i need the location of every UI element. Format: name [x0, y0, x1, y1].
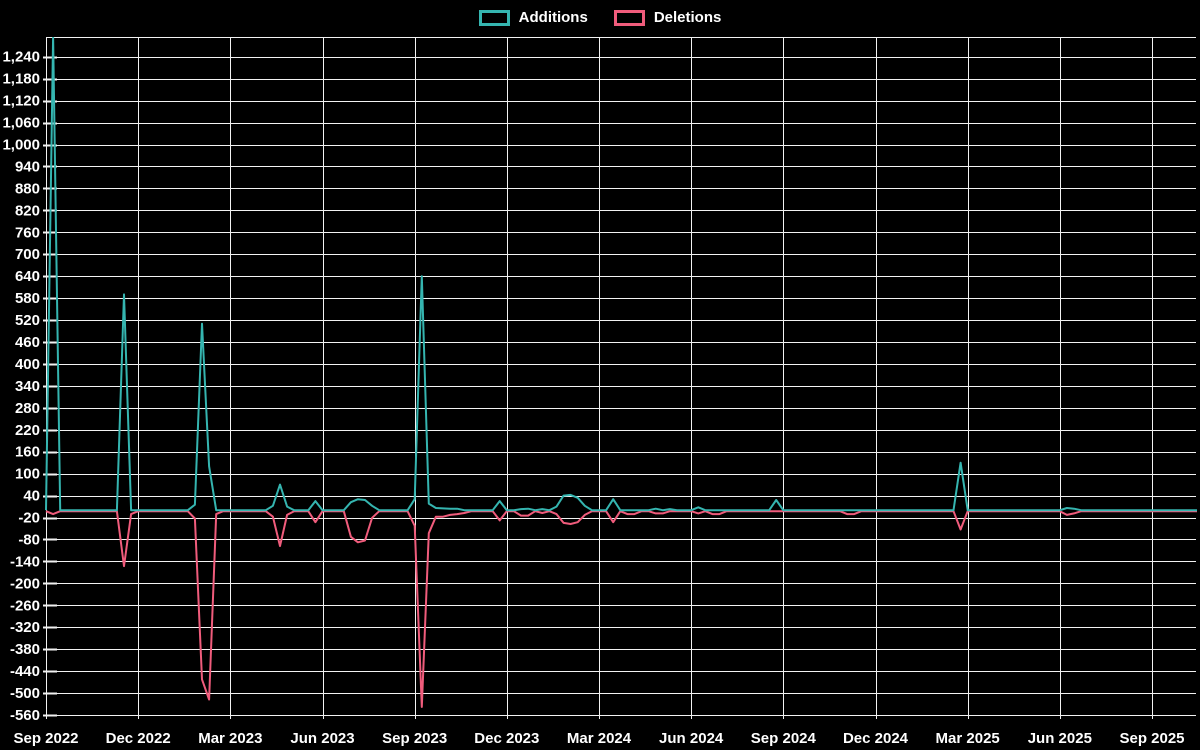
y-tick-label: 160: [15, 444, 40, 461]
deletions-line: [45, 510, 1197, 708]
deletions-color-swatch: [613, 10, 645, 26]
y-tick-label: 400: [15, 356, 40, 373]
additions-line: [45, 37, 1197, 512]
y-tick-label: -200: [10, 575, 40, 592]
x-tick-label: Mar 2025: [936, 730, 1000, 747]
y-tick-label: -140: [10, 553, 40, 570]
y-tick-label: 940: [15, 158, 40, 175]
legend-label-deletions: Deletions: [653, 9, 722, 26]
y-tick-label: -80: [18, 531, 40, 548]
x-tick-label: Mar 2023: [198, 730, 262, 747]
y-tick-label: 340: [15, 378, 40, 395]
y-tick-label: -500: [10, 685, 40, 702]
x-tick-label: Mar 2024: [567, 730, 632, 747]
y-tick-label: 880: [15, 180, 40, 197]
y-tick-label: 1,180: [2, 71, 40, 88]
x-tick-label: Jun 2023: [290, 730, 354, 747]
y-tick-label: -320: [10, 619, 40, 636]
y-tick-label: 40: [23, 488, 40, 505]
additions-color-swatch: [478, 10, 510, 26]
x-tick-label: Jun 2025: [1028, 730, 1092, 747]
x-tick-label: Sep 2025: [1119, 730, 1184, 747]
x-tick-label: Jun 2024: [659, 730, 724, 747]
legend-item-deletions[interactable]: Deletions: [613, 9, 722, 26]
y-tick-label: 520: [15, 312, 40, 329]
y-tick-label: 100: [15, 466, 40, 483]
y-tick-label: 580: [15, 290, 40, 307]
y-tick-label: 220: [15, 422, 40, 439]
y-tick-label: 1,120: [2, 93, 40, 110]
y-tick-label: 760: [15, 224, 40, 241]
x-tick-label: Sep 2023: [382, 730, 447, 747]
y-tick-label: -380: [10, 641, 40, 658]
x-tick-label: Dec 2024: [843, 730, 909, 747]
y-tick-label: 820: [15, 202, 40, 219]
y-tick-label: 640: [15, 268, 40, 285]
legend-label-additions: Additions: [518, 9, 588, 26]
y-tick-label: 460: [15, 334, 40, 351]
y-tick-label: 1,240: [2, 49, 40, 66]
y-tick-label: -440: [10, 663, 40, 680]
legend-item-additions[interactable]: Additions: [478, 9, 588, 26]
y-tick-label: -560: [10, 707, 40, 724]
y-tick-label: -260: [10, 597, 40, 614]
y-tick-label: 700: [15, 246, 40, 263]
y-tick-label: 280: [15, 400, 40, 417]
x-tick-label: Sep 2024: [751, 730, 817, 747]
y-tick-label: -20: [18, 510, 40, 527]
chart-legend: Additions Deletions: [0, 6, 1200, 30]
x-tick-label: Dec 2022: [106, 730, 171, 747]
x-tick-label: Dec 2023: [474, 730, 539, 747]
x-tick-label: Sep 2022: [13, 730, 78, 747]
y-tick-label: 1,000: [2, 137, 40, 154]
y-tick-label: 1,060: [2, 115, 40, 132]
